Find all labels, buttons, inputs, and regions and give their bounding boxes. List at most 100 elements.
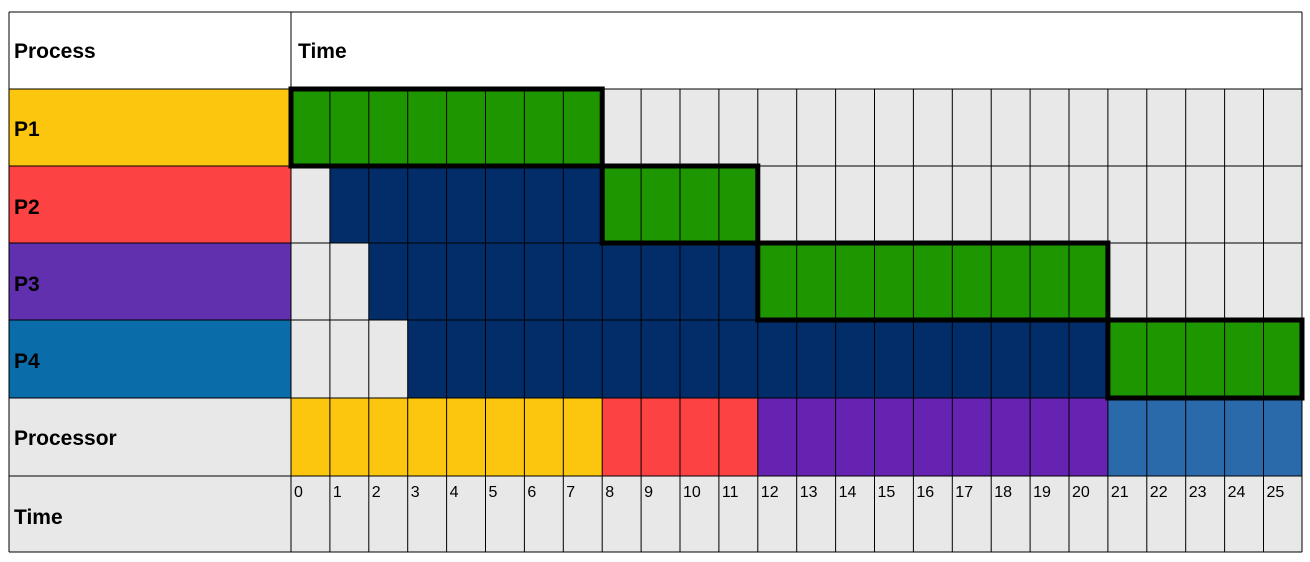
cell-p3-t18-running: [991, 243, 1031, 320]
time-tick-22: 22: [1150, 484, 1168, 501]
cell-p3-t15-running: [874, 243, 914, 320]
row-label-bg-p1: [9, 89, 291, 166]
processor-cell-t15: [874, 398, 914, 476]
cell-p1-t3-running: [407, 89, 447, 166]
cell-p4-t6-waiting: [524, 320, 564, 398]
cell-p3-t0-idle: [291, 243, 330, 320]
processor-cell-t16: [913, 398, 953, 476]
cell-p4-t22-running: [1146, 320, 1186, 398]
cell-layer: [9, 12, 1302, 552]
time-tick-18: 18: [994, 484, 1012, 501]
processor-cell-t14: [835, 398, 875, 476]
cell-p2-t23-idle: [1185, 166, 1225, 243]
cell-p4-t11-waiting: [718, 320, 758, 398]
cell-p3-t25-idle: [1263, 243, 1302, 320]
cell-p4-t10-waiting: [680, 320, 719, 398]
time-tick-15: 15: [878, 484, 896, 501]
running-outline-p2: [599, 163, 761, 246]
cell-p3-t21-idle: [1107, 243, 1147, 320]
cell-p1-t4-running: [446, 89, 486, 166]
cell-p3-t4-waiting: [446, 243, 486, 320]
cell-p4-t19-waiting: [1030, 320, 1069, 398]
cell-p4-t4-waiting: [446, 320, 486, 398]
cell-p1-t5-running: [485, 89, 525, 166]
process-header: Process: [14, 40, 96, 63]
cell-p3-t14-running: [835, 243, 875, 320]
processor-cell-t12: [757, 398, 797, 476]
cell-p2-t3-waiting: [407, 166, 447, 243]
cell-p2-t8-running: [602, 166, 642, 243]
cell-p1-t2-running: [368, 89, 408, 166]
cell-p1-t14-idle: [835, 89, 875, 166]
cell-p3-t3-waiting: [407, 243, 447, 320]
time-tick-13: 13: [800, 484, 818, 501]
time-tick-1: 1: [333, 484, 342, 501]
cell-p1-t8-idle: [602, 89, 642, 166]
cell-p2-t12-idle: [757, 166, 797, 243]
cell-p2-t6-waiting: [524, 166, 564, 243]
processor-cell-t23: [1185, 398, 1225, 476]
cell-p3-t23-idle: [1185, 243, 1225, 320]
row-label-bg-p4: [9, 320, 291, 398]
cell-p3-t20-running: [1069, 243, 1108, 320]
cell-p3-t2-waiting: [368, 243, 408, 320]
cell-p2-t5-waiting: [485, 166, 525, 243]
processor-cell-t13: [796, 398, 836, 476]
time-tick-25: 25: [1267, 484, 1285, 501]
cell-p4-t23-running: [1185, 320, 1225, 398]
row-label-p4: P4: [14, 350, 40, 373]
time-row-label: Time: [14, 506, 63, 529]
row-label-p1: P1: [14, 118, 40, 141]
row-label-p3: P3: [14, 273, 40, 296]
time-tick-3: 3: [411, 484, 420, 501]
time-tick-17: 17: [955, 484, 973, 501]
cell-p3-t13-running: [796, 243, 836, 320]
cell-p2-t20-idle: [1069, 166, 1108, 243]
cell-p3-t12-running: [757, 243, 797, 320]
cell-p2-t24-idle: [1224, 166, 1264, 243]
cell-p1-t15-idle: [874, 89, 914, 166]
processor-cell-t10: [680, 398, 719, 476]
processor-cell-t21: [1107, 398, 1147, 476]
cell-p2-t1-waiting: [329, 166, 369, 243]
cell-p4-t0-idle: [291, 320, 330, 398]
cell-p2-t13-idle: [796, 166, 836, 243]
cell-p4-t7-waiting: [563, 320, 603, 398]
processor-cell-t3: [407, 398, 447, 476]
cell-p2-t11-running: [718, 166, 758, 243]
running-outline-p1: [288, 86, 605, 169]
time-tick-0: 0: [294, 484, 303, 501]
processor-cell-t11: [718, 398, 758, 476]
cell-p1-t23-idle: [1185, 89, 1225, 166]
processor-cell-t18: [991, 398, 1031, 476]
cell-p1-t6-running: [524, 89, 564, 166]
cell-p4-t24-running: [1224, 320, 1264, 398]
time-tick-10: 10: [683, 484, 701, 501]
cell-p3-t22-idle: [1146, 243, 1186, 320]
cell-p1-t7-running: [563, 89, 603, 166]
cell-p3-t17-running: [952, 243, 992, 320]
cell-p3-t24-idle: [1224, 243, 1264, 320]
cell-p1-t1-running: [329, 89, 369, 166]
cell-p4-t5-waiting: [485, 320, 525, 398]
cell-p2-t19-idle: [1030, 166, 1069, 243]
cell-p3-t16-running: [913, 243, 953, 320]
cell-p4-t8-waiting: [602, 320, 642, 398]
time-tick-14: 14: [839, 484, 857, 501]
cell-p2-t7-waiting: [563, 166, 603, 243]
processor-label-bg: [9, 398, 291, 476]
time-tick-6: 6: [527, 484, 536, 501]
cell-p2-t18-idle: [991, 166, 1031, 243]
running-outlines: [288, 86, 1305, 401]
cell-p3-t10-waiting: [680, 243, 719, 320]
processor-row-label: Processor: [14, 427, 117, 450]
row-label-bg-p2: [9, 166, 291, 243]
time-tick-5: 5: [489, 484, 498, 501]
cell-p3-t7-waiting: [563, 243, 603, 320]
cell-p1-t11-idle: [718, 89, 758, 166]
processor-cell-t1: [329, 398, 369, 476]
cell-p2-t16-idle: [913, 166, 953, 243]
label-layer: Process Time P1 P2 P3 P4 Processor Time: [14, 40, 347, 529]
processor-cell-t17: [952, 398, 992, 476]
